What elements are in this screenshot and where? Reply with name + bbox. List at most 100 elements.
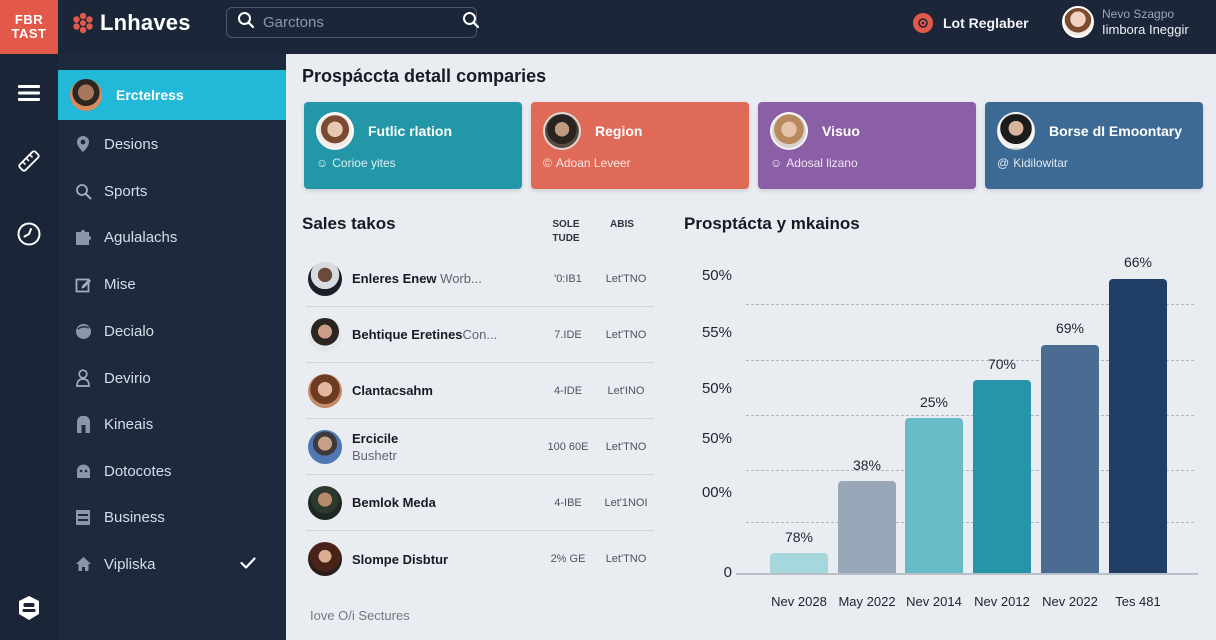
y-tick: 00%	[701, 484, 732, 501]
table-row[interactable]: Ercicile Bushetr 100 60E Let'TNO	[306, 419, 654, 475]
sidebar-item-agulalachs[interactable]: Agulalachs	[58, 214, 286, 260]
sidebar-item-label: Business	[104, 508, 165, 526]
bar-may-2022[interactable]	[838, 481, 896, 573]
top-bar: FBR TAST Lnhaves Lot Reglabe	[0, 0, 1216, 54]
y-tick: 50%	[701, 430, 732, 447]
company-card-2[interactable]: Region © Adoan Leveer	[531, 102, 749, 189]
sidebar-item-erctelress[interactable]: Erctelress	[58, 70, 286, 120]
bar-value-label: 66%	[1123, 254, 1153, 270]
sidebar-item-label: Sports	[104, 182, 148, 200]
x-tick: Nev 2022	[1042, 594, 1098, 609]
sidebar-item-mise[interactable]: Mise	[58, 261, 286, 307]
x-tick: Nev 2012	[974, 594, 1030, 609]
sidebar-item-label: Erctelress	[116, 87, 184, 103]
sidebar-item-label: Devirio	[104, 369, 151, 387]
column-header-abis[interactable]: ABIS	[610, 219, 634, 230]
pie-icon	[74, 322, 92, 340]
chart-title: Prosptácta y mkainos	[684, 214, 860, 233]
sidebar-item-dotocotes[interactable]: Dotocotes	[58, 448, 286, 494]
company-card-3[interactable]: Visuo ☺ Adosal lizano	[758, 102, 976, 189]
row-name-sub: Con...	[462, 327, 498, 342]
bar-nev-2014[interactable]	[905, 418, 963, 573]
bar-value-label: 25%	[919, 394, 949, 410]
table-row[interactable]: Enleres Enew Worb... '0:IB1 Let'TNO	[306, 251, 654, 307]
table-row[interactable]: Bemlok Meda 4-IBE Let'1NOI	[306, 475, 654, 531]
user-menu[interactable]: Nevo Szagpo Iimbora Ineggir	[1062, 6, 1189, 38]
row-name-text: Enleres Enew	[352, 271, 437, 286]
bar-value-label: 78%	[784, 529, 814, 545]
row-avatar	[308, 485, 342, 520]
x-axis	[736, 573, 1198, 575]
search-input[interactable]	[263, 14, 462, 31]
column-header-line: TUDE	[552, 233, 580, 244]
checkmark-icon	[240, 556, 256, 573]
list-icon	[74, 508, 92, 526]
locker-icon	[74, 415, 92, 433]
column-header-line: SOLE	[552, 219, 580, 230]
sidebar-item-desions[interactable]: Desions	[58, 121, 286, 167]
row-value-1: 4-IDE	[553, 384, 583, 397]
card-title: Futlic rlation	[368, 123, 452, 139]
app-logo[interactable]: Lnhaves	[72, 10, 191, 36]
sidebar-item-devirio[interactable]: Devirio	[58, 355, 286, 401]
table-row[interactable]: Behtique EretinesCon... 7.IDE Let'TNO	[306, 307, 654, 363]
shield-icon[interactable]	[16, 595, 42, 621]
card-title: Visuo	[822, 123, 860, 139]
sidebar-item-business[interactable]: Business	[58, 494, 286, 540]
row-value-1: 4-IBE	[554, 496, 582, 509]
puzzle-icon	[74, 228, 92, 246]
notification-label: Lot Reglaber	[943, 15, 1029, 31]
row-name: Ercicile Bushetr	[352, 430, 542, 464]
row-name: Slompe Disbtur	[352, 552, 542, 567]
company-card-4[interactable]: Borse dI Emoontary @ Kidilowitar	[985, 102, 1203, 189]
user-name: Iimbora Ineggir	[1102, 22, 1189, 37]
gridline	[746, 304, 1194, 305]
brand-tile-line-2: TAST	[11, 26, 47, 41]
row-value-2: Let'TNO	[605, 440, 647, 453]
bar-chart: 50% 55% 50% 50% 00% 0 78% 38% 25% 70% 69…	[684, 244, 1206, 614]
company-card-1[interactable]: Futlic rlation ☺ Corioe yites	[304, 102, 522, 189]
sidebar-item-kineais[interactable]: Kineais	[58, 401, 286, 447]
sidebar-item-decialo[interactable]: Decialo	[58, 308, 286, 354]
row-avatar	[308, 429, 342, 464]
user-avatar	[1062, 6, 1094, 38]
row-value-1: 7.IDE	[554, 328, 582, 341]
sidebar-item-label: Agulalachs	[104, 228, 178, 246]
badge-icon	[913, 13, 933, 33]
clock-icon: ©	[543, 156, 552, 170]
sidebar-item-vipliska[interactable]: Vipliska	[58, 541, 286, 587]
home-icon	[74, 555, 92, 573]
column-header-sole-tude[interactable]: SOLE TUDE	[546, 218, 586, 246]
search-bar[interactable]	[226, 7, 480, 38]
avatar	[70, 79, 102, 111]
sidebar-item-label: Vipliska	[104, 555, 156, 573]
bar-tes-481[interactable]	[1109, 279, 1167, 573]
card-subtitle-text: Adosal lizano	[786, 156, 858, 170]
table-row[interactable]: Clantacsahm 4-IDE Let'INO	[306, 363, 654, 419]
bar-nev-2028[interactable]	[770, 553, 828, 573]
main-content: Prospáccta detall comparies Futlic rlati…	[288, 54, 1216, 640]
sidebar-item-sports[interactable]: Sports	[58, 168, 286, 214]
row-value-2: Let'TNO	[605, 328, 647, 341]
notification-button[interactable]: Lot Reglaber	[913, 13, 1029, 33]
icon-rail	[0, 54, 58, 640]
location-icon	[74, 135, 92, 153]
sidebar-item-label: Decialo	[104, 322, 155, 340]
ruler-icon[interactable]	[16, 148, 42, 174]
search-submit-icon[interactable]	[462, 11, 480, 34]
sidebar-item-label: Desions	[104, 135, 159, 153]
row-name-sub: Worb...	[440, 271, 482, 286]
bar-nev-2012[interactable]	[973, 380, 1031, 573]
card-avatar	[543, 112, 581, 150]
see-all-link[interactable]: Iove O/i Sectures	[310, 608, 410, 623]
card-subtitle-text: Corioe yites	[332, 156, 396, 170]
menu-icon[interactable]	[16, 80, 42, 106]
brand-tile[interactable]: FBR TAST	[0, 0, 58, 54]
at-icon: @	[997, 156, 1010, 170]
clock-icon[interactable]	[16, 221, 42, 247]
sidebar-item-label: Mise	[104, 275, 136, 293]
sales-section-title: Sales takos	[302, 214, 396, 233]
table-row[interactable]: Slompe Disbtur 2% GE Let'TNO	[306, 531, 654, 587]
row-name-text: Ercicile	[352, 430, 399, 446]
bar-nev-2022[interactable]	[1041, 345, 1099, 573]
